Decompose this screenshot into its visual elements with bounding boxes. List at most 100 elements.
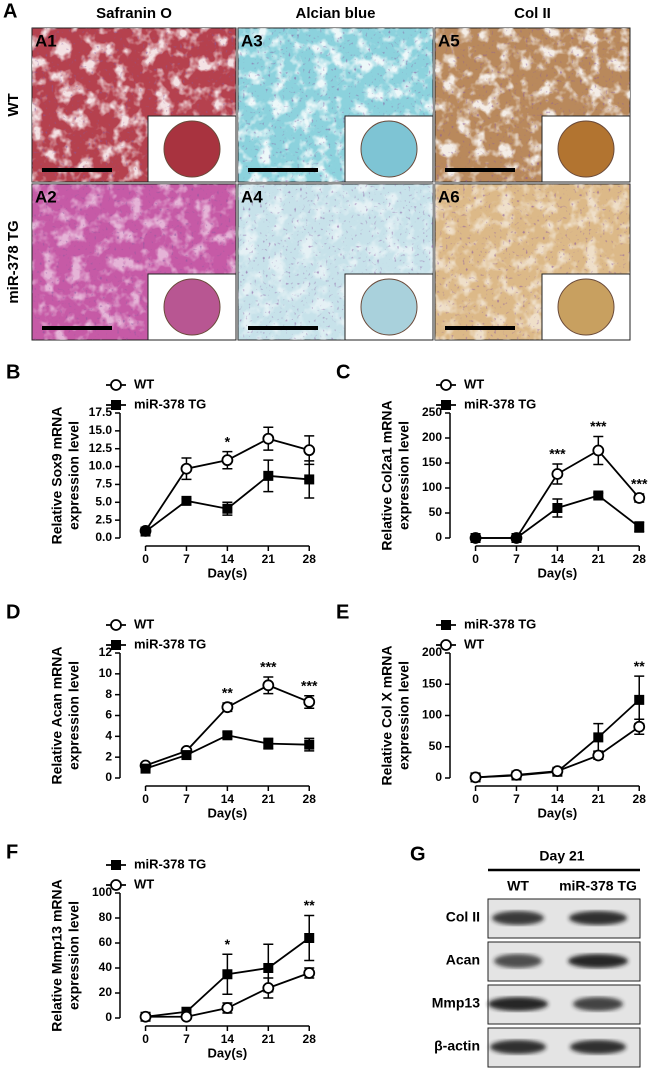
- y-axis-label: Relative Acan mRNA: [49, 647, 65, 785]
- y-tick-label: 150: [422, 676, 442, 690]
- significance: *: [225, 433, 231, 449]
- column-title: Col II: [514, 5, 551, 22]
- y-tick-label: 150: [422, 455, 442, 469]
- significance: **: [634, 658, 645, 674]
- legend-label: WT: [464, 636, 484, 651]
- lane-label: miR-378 TG: [559, 878, 637, 894]
- panel-label: A: [3, 0, 17, 22]
- marker: [263, 470, 274, 481]
- scale-bar: [248, 168, 318, 172]
- y-tick-label: 12: [99, 645, 113, 659]
- tile-label: A2: [35, 187, 57, 206]
- y-tick-label: 6: [105, 708, 112, 722]
- y-tick-label: 80: [99, 910, 113, 924]
- inset-pellet: [163, 278, 221, 336]
- marker: [221, 701, 234, 714]
- blot-band: [568, 954, 628, 968]
- significance: *: [225, 936, 231, 952]
- marker: [262, 432, 275, 445]
- y-tick-label: 50: [429, 739, 443, 753]
- blot-band: [488, 997, 548, 1011]
- legend-marker: [441, 400, 451, 410]
- tile-label: A1: [35, 31, 57, 50]
- tile-label: A6: [438, 187, 460, 206]
- marker: [304, 933, 315, 943]
- y-tick-label: 40: [99, 960, 113, 974]
- blot-row-label: Acan: [446, 952, 480, 968]
- y-tick-label: 50: [429, 505, 443, 519]
- x-tick-label: 0: [142, 1032, 149, 1046]
- scale-bar: [445, 326, 515, 330]
- y-axis-label: Relative Sox9 mRNA: [49, 407, 65, 545]
- blot-band: [492, 911, 544, 925]
- y-tick-label: 5.0: [95, 494, 112, 508]
- y-tick-label: 250: [422, 405, 442, 419]
- marker: [222, 969, 233, 980]
- significance: ***: [590, 418, 607, 434]
- legend-marker: [110, 619, 122, 631]
- marker: [551, 468, 564, 480]
- blot-row-label: β-actin: [434, 1038, 480, 1054]
- y-axis-label: expression level: [66, 421, 82, 530]
- legend-label: miR-378 TG: [464, 616, 536, 631]
- legend-label: miR-378 TG: [134, 856, 206, 871]
- panel-label: C: [336, 361, 350, 383]
- y-axis-label: Relative Mmp13 mRNA: [49, 879, 65, 1032]
- legend-label: WT: [464, 376, 484, 391]
- y-axis-label: expression level: [66, 661, 82, 770]
- x-tick-label: 7: [183, 1032, 190, 1046]
- y-tick-label: 2.5: [95, 512, 112, 526]
- marker: [303, 967, 316, 979]
- y-axis-label: Relative Col X mRNA: [379, 645, 395, 785]
- row-label: WT: [5, 93, 22, 116]
- row-label: miR-378 TG: [5, 220, 22, 303]
- legend-marker: [111, 400, 121, 410]
- y-tick-label: 4: [105, 729, 112, 743]
- marker: [180, 462, 193, 475]
- legend-marker: [441, 620, 451, 630]
- legend-label: WT: [134, 376, 154, 391]
- blot-band: [573, 997, 623, 1011]
- x-tick-label: 21: [262, 1032, 276, 1046]
- x-tick-label: 28: [303, 1032, 317, 1046]
- y-axis-label: expression level: [396, 421, 412, 530]
- x-axis-label: Day(s): [208, 565, 248, 580]
- x-tick-label: 14: [551, 552, 565, 566]
- x-tick-label: 28: [303, 792, 317, 806]
- scale-bar: [42, 168, 112, 172]
- significance: ***: [549, 446, 566, 462]
- x-tick-label: 0: [472, 792, 479, 806]
- panel-label: E: [336, 601, 349, 623]
- marker: [140, 763, 151, 774]
- x-axis-label: Day(s): [208, 1045, 248, 1060]
- inset-pellet: [360, 278, 418, 336]
- y-tick-label: 0: [435, 530, 442, 544]
- y-tick-label: 100: [92, 885, 112, 899]
- marker: [262, 982, 275, 994]
- blot-band: [494, 954, 542, 968]
- x-tick-label: 0: [472, 552, 479, 566]
- marker: [592, 444, 605, 457]
- panel-label: G: [410, 843, 426, 865]
- legend-marker: [111, 860, 121, 870]
- marker: [304, 474, 315, 485]
- marker: [222, 503, 233, 514]
- y-axis-label: expression level: [66, 901, 82, 1010]
- significance: **: [304, 897, 315, 913]
- scale-bar: [42, 326, 112, 330]
- x-tick-label: 7: [513, 792, 520, 806]
- blot-band: [569, 911, 627, 925]
- marker: [633, 720, 646, 733]
- tile-label: A4: [241, 187, 263, 206]
- significance: **: [222, 685, 233, 701]
- marker: [180, 1010, 193, 1023]
- marker: [139, 1010, 152, 1023]
- marker: [221, 1002, 234, 1014]
- marker: [552, 503, 563, 513]
- significance: ***: [301, 677, 318, 693]
- marker: [511, 533, 522, 543]
- marker: [510, 768, 523, 781]
- x-tick-label: 28: [303, 552, 317, 566]
- column-title: Safranin O: [96, 5, 172, 22]
